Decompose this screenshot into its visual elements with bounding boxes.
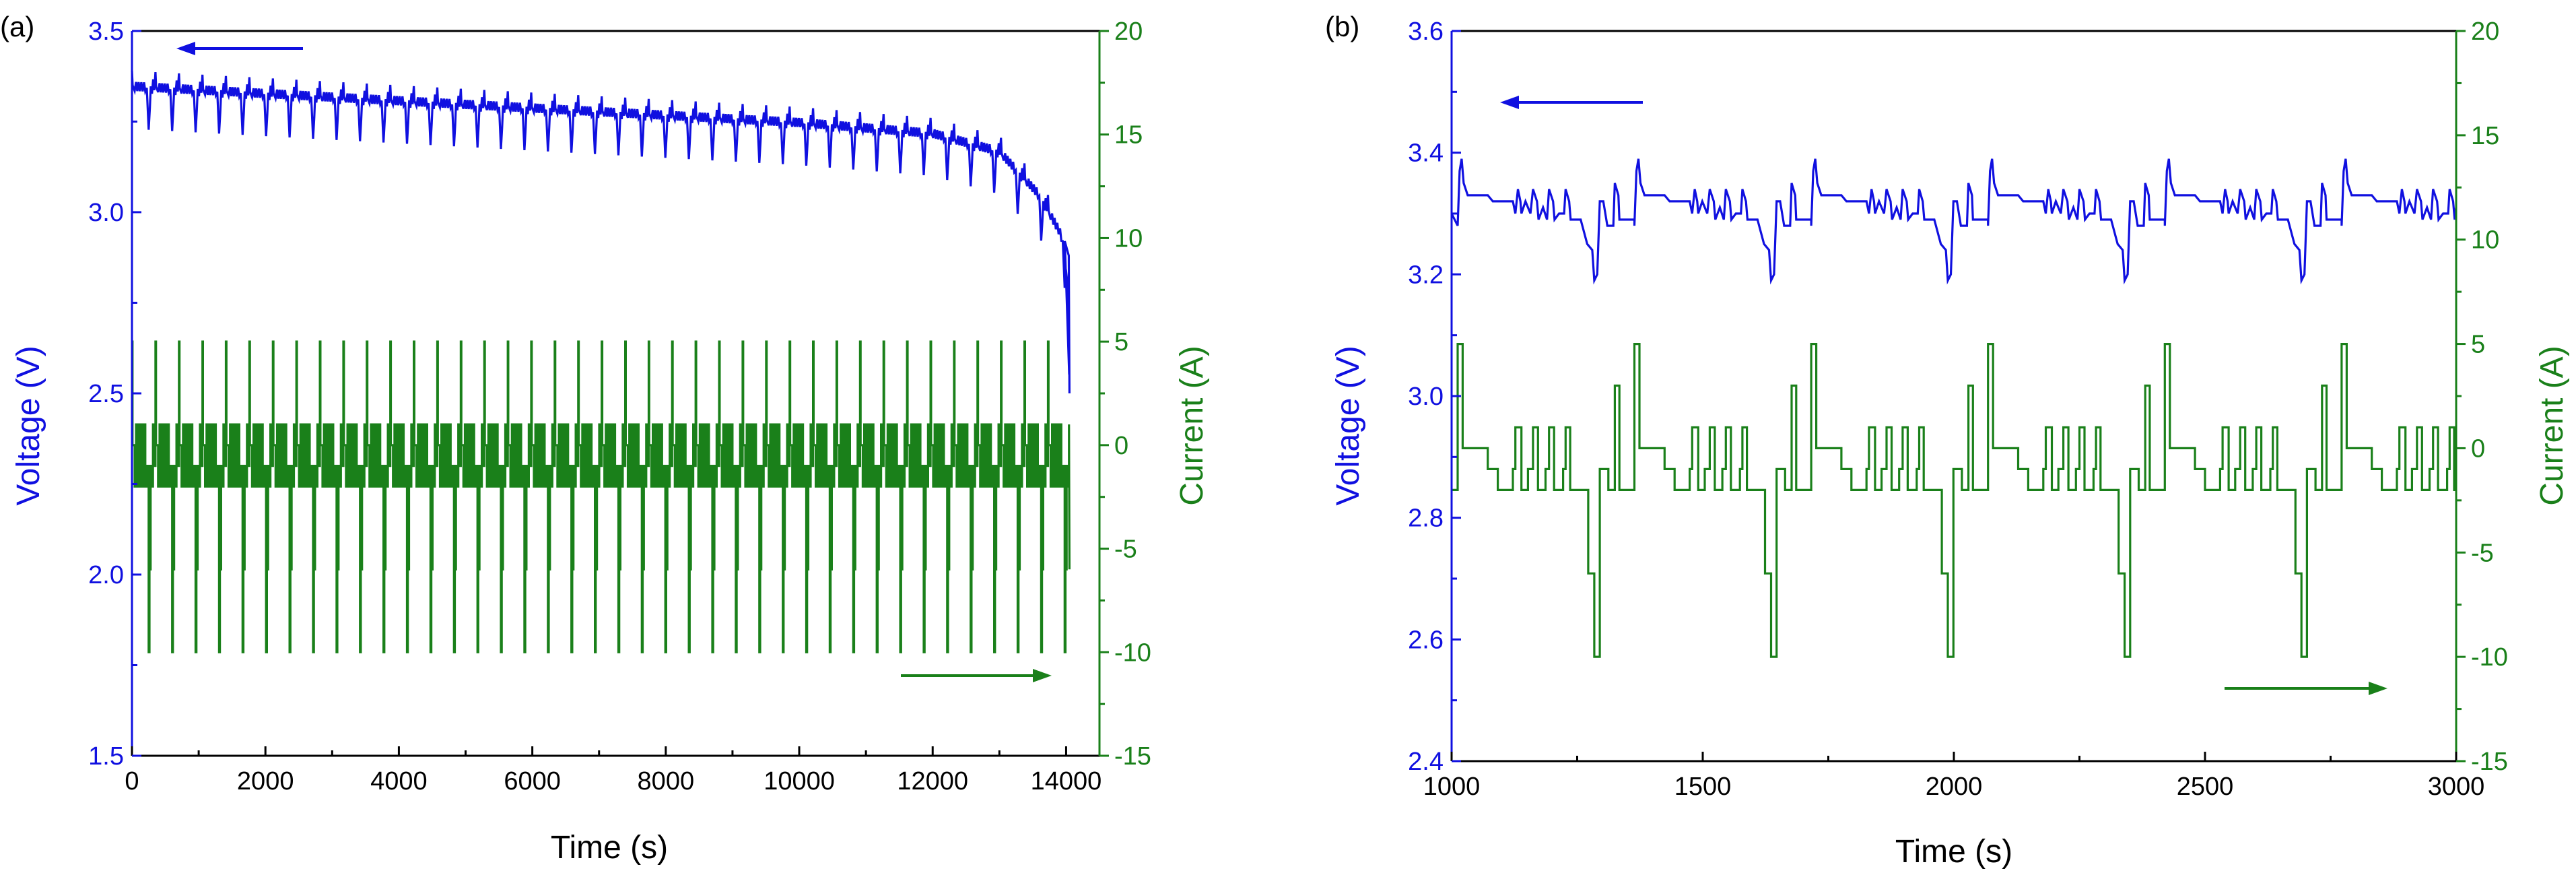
right-tick-label: -15 <box>2471 748 2508 776</box>
x-tick-label: 4000 <box>370 767 428 795</box>
right-tick-label: -10 <box>1114 639 1151 667</box>
left-tick-label: 3.5 <box>88 18 124 46</box>
right-tick-label: 20 <box>2471 18 2499 46</box>
x-tick-label: 8000 <box>638 767 695 795</box>
x-tick-label: 6000 <box>504 767 561 795</box>
right-tick-label: -10 <box>2471 643 2508 672</box>
right-tick-label: 15 <box>1114 121 1143 150</box>
left-axis-a: 1.5 2.0 2.5 3.0 3.5 <box>88 18 141 771</box>
panel-a: (a) 0 2000 4000 6000 8000 10000 12000 14000 1.5… <box>0 11 1210 866</box>
x-axis-b: 1000 1500 2000 2500 3000 <box>1423 752 2485 801</box>
right-tick-label: 15 <box>2471 122 2499 150</box>
right-tick-label: 20 <box>1114 18 1143 46</box>
right-axis-a: -15 -10 -5 0 5 10 15 20 <box>1099 18 1151 771</box>
x-tick-label: 2000 <box>237 767 294 795</box>
panel-b: (b) 1000 1500 2000 2500 3000 2.4 2.6 2.8 3.0 3.2… <box>1325 11 2570 870</box>
left-tick-label: 2.5 <box>88 380 124 408</box>
x-tick-label: 1000 <box>1423 773 1481 801</box>
left-axis-title-a: Voltage (V) <box>11 346 46 505</box>
x-tick-label: 0 <box>125 767 139 795</box>
voltage-series-b <box>1450 158 2458 285</box>
right-tick-label: -5 <box>2471 539 2494 567</box>
x-tick-label: 3000 <box>2428 773 2485 801</box>
voltage-series-a <box>131 71 1071 394</box>
voltage-arrow-a <box>176 42 303 55</box>
panel-a-label: (a) <box>0 11 34 42</box>
left-tick-label: 3.4 <box>1408 139 1444 168</box>
right-tick-label: 0 <box>2471 434 2485 463</box>
current-series-b <box>1452 343 2456 658</box>
right-axis-title-a: Current (A) <box>1174 346 1210 505</box>
left-axis-title-b: Voltage (V) <box>1330 346 1366 505</box>
x-axis-a: 0 2000 4000 6000 8000 10000 12000 14000 <box>125 746 1101 795</box>
left-tick-label: 3.2 <box>1408 261 1444 289</box>
right-axis-title-b: Current (A) <box>2534 346 2570 505</box>
current-line-a <box>131 340 1071 653</box>
x-tick-label: 2000 <box>1926 773 1983 801</box>
right-tick-label: 5 <box>2471 331 2485 359</box>
current-arrow-b <box>2225 682 2387 695</box>
right-tick-label: 10 <box>1114 224 1143 253</box>
x-tick-label: 1500 <box>1674 773 1732 801</box>
x-tick-label: 10000 <box>764 767 835 795</box>
voltage-line-a <box>131 71 1071 394</box>
x-axis-title-a: Time (s) <box>551 830 668 866</box>
left-tick-label: 3.6 <box>1408 18 1444 46</box>
panel-b-label: (b) <box>1325 11 1359 42</box>
right-tick-label: 0 <box>1114 432 1128 460</box>
current-line-b <box>1452 343 2456 658</box>
left-tick-label: 3.0 <box>88 199 124 227</box>
right-tick-label: -15 <box>1114 742 1151 771</box>
left-tick-label: 1.5 <box>88 742 124 771</box>
left-tick-label: 2.4 <box>1408 748 1444 776</box>
left-tick-label: 3.0 <box>1408 383 1444 411</box>
current-series-a <box>131 340 1071 653</box>
x-tick-label: 14000 <box>1031 767 1102 795</box>
left-tick-label: 2.6 <box>1408 626 1444 654</box>
right-tick-label: -5 <box>1114 535 1137 564</box>
right-axis-b: -15 -10 -5 0 5 10 15 20 <box>2456 18 2508 776</box>
left-axis-b: 2.4 2.6 2.8 3.0 3.2 3.4 3.6 <box>1408 18 1461 776</box>
voltage-line-b <box>1450 158 2458 285</box>
left-tick-label: 2.8 <box>1408 505 1444 533</box>
right-tick-label: 5 <box>1114 328 1128 356</box>
x-tick-label: 12000 <box>897 767 968 795</box>
left-tick-label: 2.0 <box>88 561 124 589</box>
current-arrow-a <box>901 669 1052 682</box>
voltage-arrow-b <box>1500 96 1643 109</box>
x-tick-label: 2500 <box>2177 773 2234 801</box>
x-axis-title-b: Time (s) <box>1895 834 2012 870</box>
right-tick-label: 10 <box>2471 226 2499 255</box>
